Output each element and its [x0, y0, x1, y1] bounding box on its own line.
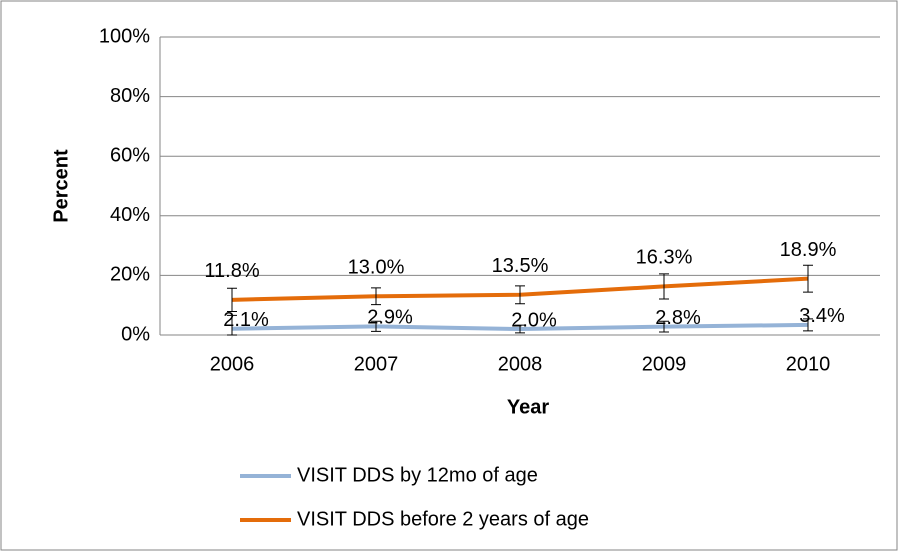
x-tick-label: 2008 — [498, 353, 543, 375]
legend-label: VISIT DDS by 12mo of age — [297, 464, 538, 486]
x-axis-title: Year — [507, 396, 549, 418]
x-tick-label: 2007 — [354, 353, 399, 375]
error-bar — [371, 287, 381, 306]
x-tick-label: 2006 — [210, 353, 255, 375]
error-bar — [227, 287, 237, 312]
y-tick-label: 60% — [110, 144, 150, 166]
data-label: 13.0% — [348, 257, 405, 279]
data-label: 2.8% — [655, 307, 701, 329]
y-tick-label: 40% — [110, 204, 150, 226]
error-bar — [371, 320, 381, 332]
data-label: 13.5% — [492, 255, 549, 277]
y-tick-label: 100% — [99, 25, 150, 47]
data-label: 2.0% — [511, 309, 557, 331]
y-tick-label: 80% — [110, 85, 150, 107]
data-label: 2.9% — [367, 307, 413, 329]
data-label: 3.4% — [799, 305, 845, 327]
error-bar — [803, 318, 813, 332]
error-bar — [515, 324, 525, 334]
error-bar — [227, 314, 237, 336]
x-tick-label: 2009 — [642, 353, 687, 375]
error-bar — [659, 320, 669, 333]
error-bar — [515, 285, 525, 305]
legend-label: VISIT DDS before 2 years of age — [297, 508, 589, 530]
x-tick-label: 2010 — [786, 353, 831, 375]
y-tick-label: 20% — [110, 264, 150, 286]
error-bar — [803, 264, 813, 293]
y-tick-label: 0% — [121, 323, 150, 345]
data-label: 2.1% — [223, 309, 269, 331]
data-label: 11.8% — [204, 260, 259, 282]
data-label: 18.9% — [780, 239, 837, 261]
data-label: 16.3% — [636, 247, 693, 269]
y-axis-title: Percent — [50, 149, 72, 223]
error-bar — [659, 273, 669, 300]
